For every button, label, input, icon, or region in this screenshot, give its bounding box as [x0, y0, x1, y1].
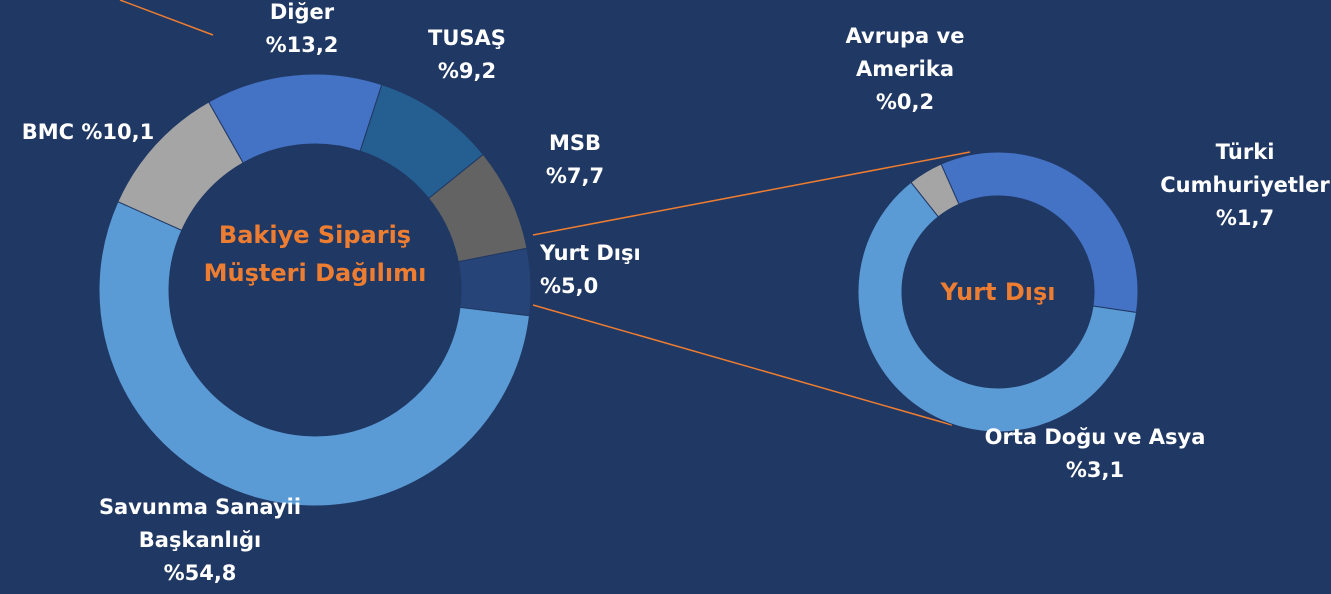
- category-label: Avrupa ve Amerika: [845, 24, 965, 81]
- category-label: BMC: [21, 120, 75, 144]
- value-label: %7,7: [545, 164, 605, 188]
- value-label: %9,2: [437, 59, 497, 83]
- donut-segment: [910, 163, 960, 218]
- center-title: Bakiye Sipariş Müşteri Dağılımı: [203, 221, 427, 287]
- donut-segment: [117, 101, 244, 231]
- segment-label: Türki Cumhuriyetler %1,7: [1150, 136, 1331, 235]
- segment-label: Yurt Dışı %5,0: [540, 237, 670, 303]
- connector-line: [532, 151, 971, 236]
- connector-line: [532, 304, 953, 426]
- category-label: Yurt Dışı: [540, 241, 641, 265]
- donut-segment: [98, 201, 531, 507]
- category-label: Savunma Sanayii Başkanlığı: [98, 495, 302, 552]
- value-label: %54,8: [163, 561, 237, 585]
- value-label: %13,2: [265, 33, 339, 57]
- center-title: Yurt Dışı: [940, 278, 1056, 306]
- category-label: MSB: [548, 131, 602, 155]
- category-label: TUSAŞ: [428, 26, 506, 50]
- segment-label: Avrupa ve Amerika %0,2: [820, 20, 990, 119]
- value-label: %1,7: [1215, 206, 1275, 230]
- leader-line: [119, 0, 214, 36]
- segment-label: MSB %7,7: [520, 127, 630, 193]
- segment-label: Savunma Sanayii Başkanlığı %54,8: [80, 491, 320, 590]
- value-label: %0,2: [875, 90, 935, 114]
- segment-label: Diğer %13,2: [240, 0, 364, 62]
- donut-segment: [940, 151, 1139, 314]
- segment-label: Orta Doğu ve Asya %3,1: [955, 421, 1235, 487]
- value-label: %10,1: [81, 120, 155, 144]
- category-label: Orta Doğu ve Asya: [984, 425, 1206, 449]
- category-label: Türki Cumhuriyetler: [1160, 140, 1330, 197]
- donut-segment: [857, 181, 1138, 433]
- category-label: Diğer: [269, 0, 335, 24]
- segment-label: BMC %10,1: [8, 116, 168, 149]
- value-label: %3,1: [1065, 458, 1125, 482]
- value-label: %5,0: [540, 274, 599, 298]
- segment-label: TUSAŞ %9,2: [405, 22, 529, 88]
